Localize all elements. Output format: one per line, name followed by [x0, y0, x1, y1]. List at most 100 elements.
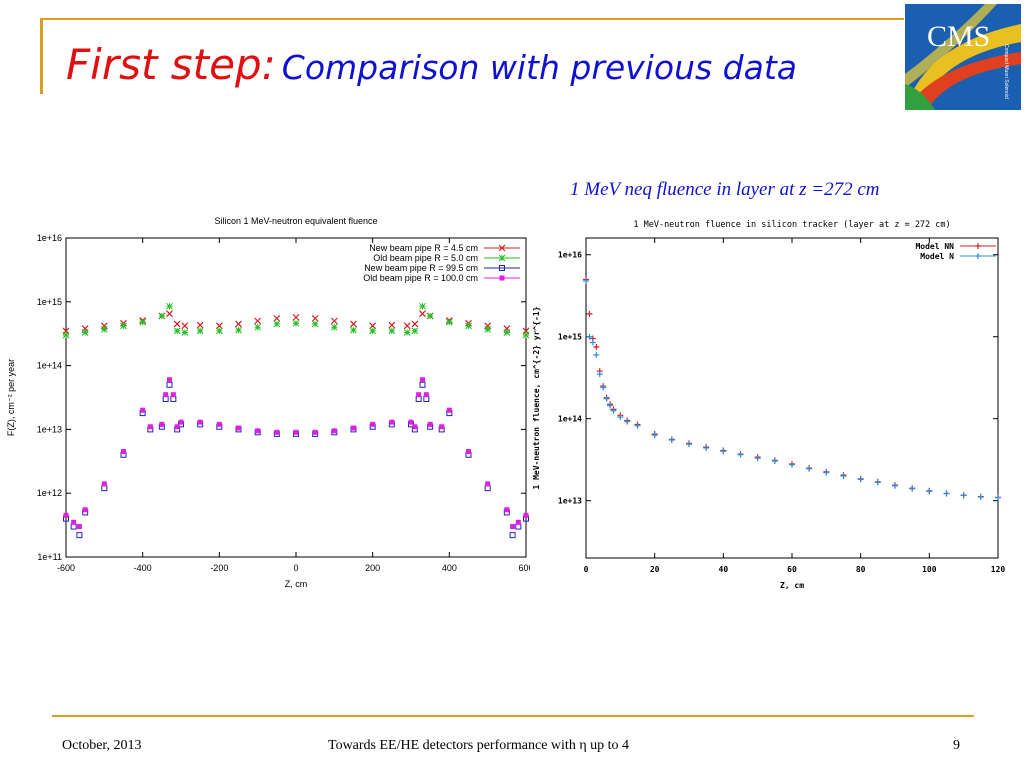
data-point [771, 457, 778, 464]
data-point [485, 481, 491, 487]
data-point [350, 326, 357, 334]
data-point [703, 444, 710, 451]
data-point [651, 432, 658, 439]
data-point [174, 424, 180, 430]
data-point [737, 451, 744, 458]
data-point [823, 469, 830, 476]
data-point [216, 421, 222, 427]
chart-subtitle: 1 MeV neq fluence in layer at z =272 cm [570, 179, 880, 200]
legend-label: Model NN [915, 242, 954, 251]
data-point [943, 490, 950, 497]
y-axis-label: 1 MeV-neutron fluence, cm^{-2} yr^{-1} [532, 306, 541, 489]
x-tick-label: 100 [922, 565, 937, 574]
data-point [806, 465, 813, 472]
data-point [311, 314, 319, 322]
data-point [522, 331, 530, 339]
x-tick-label: 40 [719, 565, 729, 574]
data-point [236, 425, 241, 431]
data-point [423, 392, 429, 398]
data-point [292, 313, 300, 321]
legend-marker [975, 253, 981, 259]
data-point [504, 507, 510, 513]
data-point [167, 377, 172, 383]
data-point [789, 461, 795, 468]
data-point [617, 413, 624, 420]
title-sub: Comparison with previous data [281, 48, 798, 87]
data-point [254, 317, 262, 325]
data-point [147, 424, 153, 430]
data-point [419, 302, 426, 310]
data-point [586, 333, 593, 340]
right-fluence-chart: 1 MeV-neutron fluence in silicon tracker… [532, 220, 1006, 590]
data-point [181, 322, 189, 330]
x-tick-label: 120 [991, 565, 1006, 574]
data-point [166, 310, 173, 318]
data-point [503, 329, 511, 336]
slide-title: First step: Comparison with previous data [66, 40, 797, 89]
data-point [71, 519, 77, 525]
data-point [596, 371, 603, 378]
data-point [668, 436, 675, 443]
data-point [120, 322, 127, 330]
data-point [163, 392, 169, 398]
data-point [445, 318, 453, 326]
legend-marker [499, 275, 505, 281]
data-point [121, 449, 126, 455]
data-point [76, 532, 83, 539]
data-point [593, 343, 600, 350]
data-point [586, 310, 593, 317]
data-point [411, 327, 419, 335]
data-point [197, 419, 203, 425]
data-point [311, 320, 319, 328]
data-point [466, 449, 471, 455]
x-tick-label: 80 [856, 565, 866, 574]
data-point [330, 323, 338, 331]
plot-frame [585, 237, 999, 559]
legend-label: Model N [920, 252, 954, 261]
x-tick-label: 600 [518, 563, 530, 573]
data-point [389, 419, 395, 425]
data-point [170, 392, 176, 398]
data-point [439, 424, 445, 430]
data-point [235, 326, 242, 334]
y-tick-label: 1e+13 [558, 497, 582, 506]
data-point [523, 512, 529, 518]
data-point [465, 322, 472, 330]
data-point [235, 320, 242, 328]
data-point [173, 320, 181, 328]
legend-marker [499, 265, 505, 271]
data-point [81, 329, 89, 336]
legend-label: New beam pipe R = 99.5 cm [364, 263, 478, 273]
data-point [411, 320, 419, 328]
data-point [100, 325, 108, 333]
y-tick-label: 1e+12 [37, 488, 62, 498]
data-point [369, 327, 377, 335]
data-point [419, 310, 426, 318]
x-tick-label: 20 [650, 565, 660, 574]
data-point [408, 419, 414, 425]
data-point [510, 524, 516, 530]
x-tick-label: 60 [787, 565, 797, 574]
y-tick-label: 1e+15 [37, 297, 62, 307]
data-point [420, 377, 425, 383]
data-point [255, 428, 261, 434]
data-point [166, 381, 173, 388]
data-point [139, 318, 147, 326]
data-point [977, 493, 984, 500]
data-point [101, 481, 107, 487]
data-point [427, 421, 433, 427]
data-point [369, 322, 377, 330]
chart-title: 1 MeV-neutron fluence in silicon tracker… [633, 220, 950, 230]
data-point [624, 418, 631, 425]
data-point [995, 494, 1001, 501]
data-point [593, 351, 600, 358]
x-axis-label: Z, cm [285, 579, 308, 589]
data-point [603, 395, 610, 402]
data-point [484, 325, 492, 333]
x-tick-label: 400 [442, 563, 457, 573]
data-point [388, 327, 396, 335]
logo-text: CMS [927, 20, 990, 53]
y-tick-label: 1e+15 [558, 333, 582, 342]
data-point [273, 314, 281, 322]
data-point [196, 327, 204, 335]
